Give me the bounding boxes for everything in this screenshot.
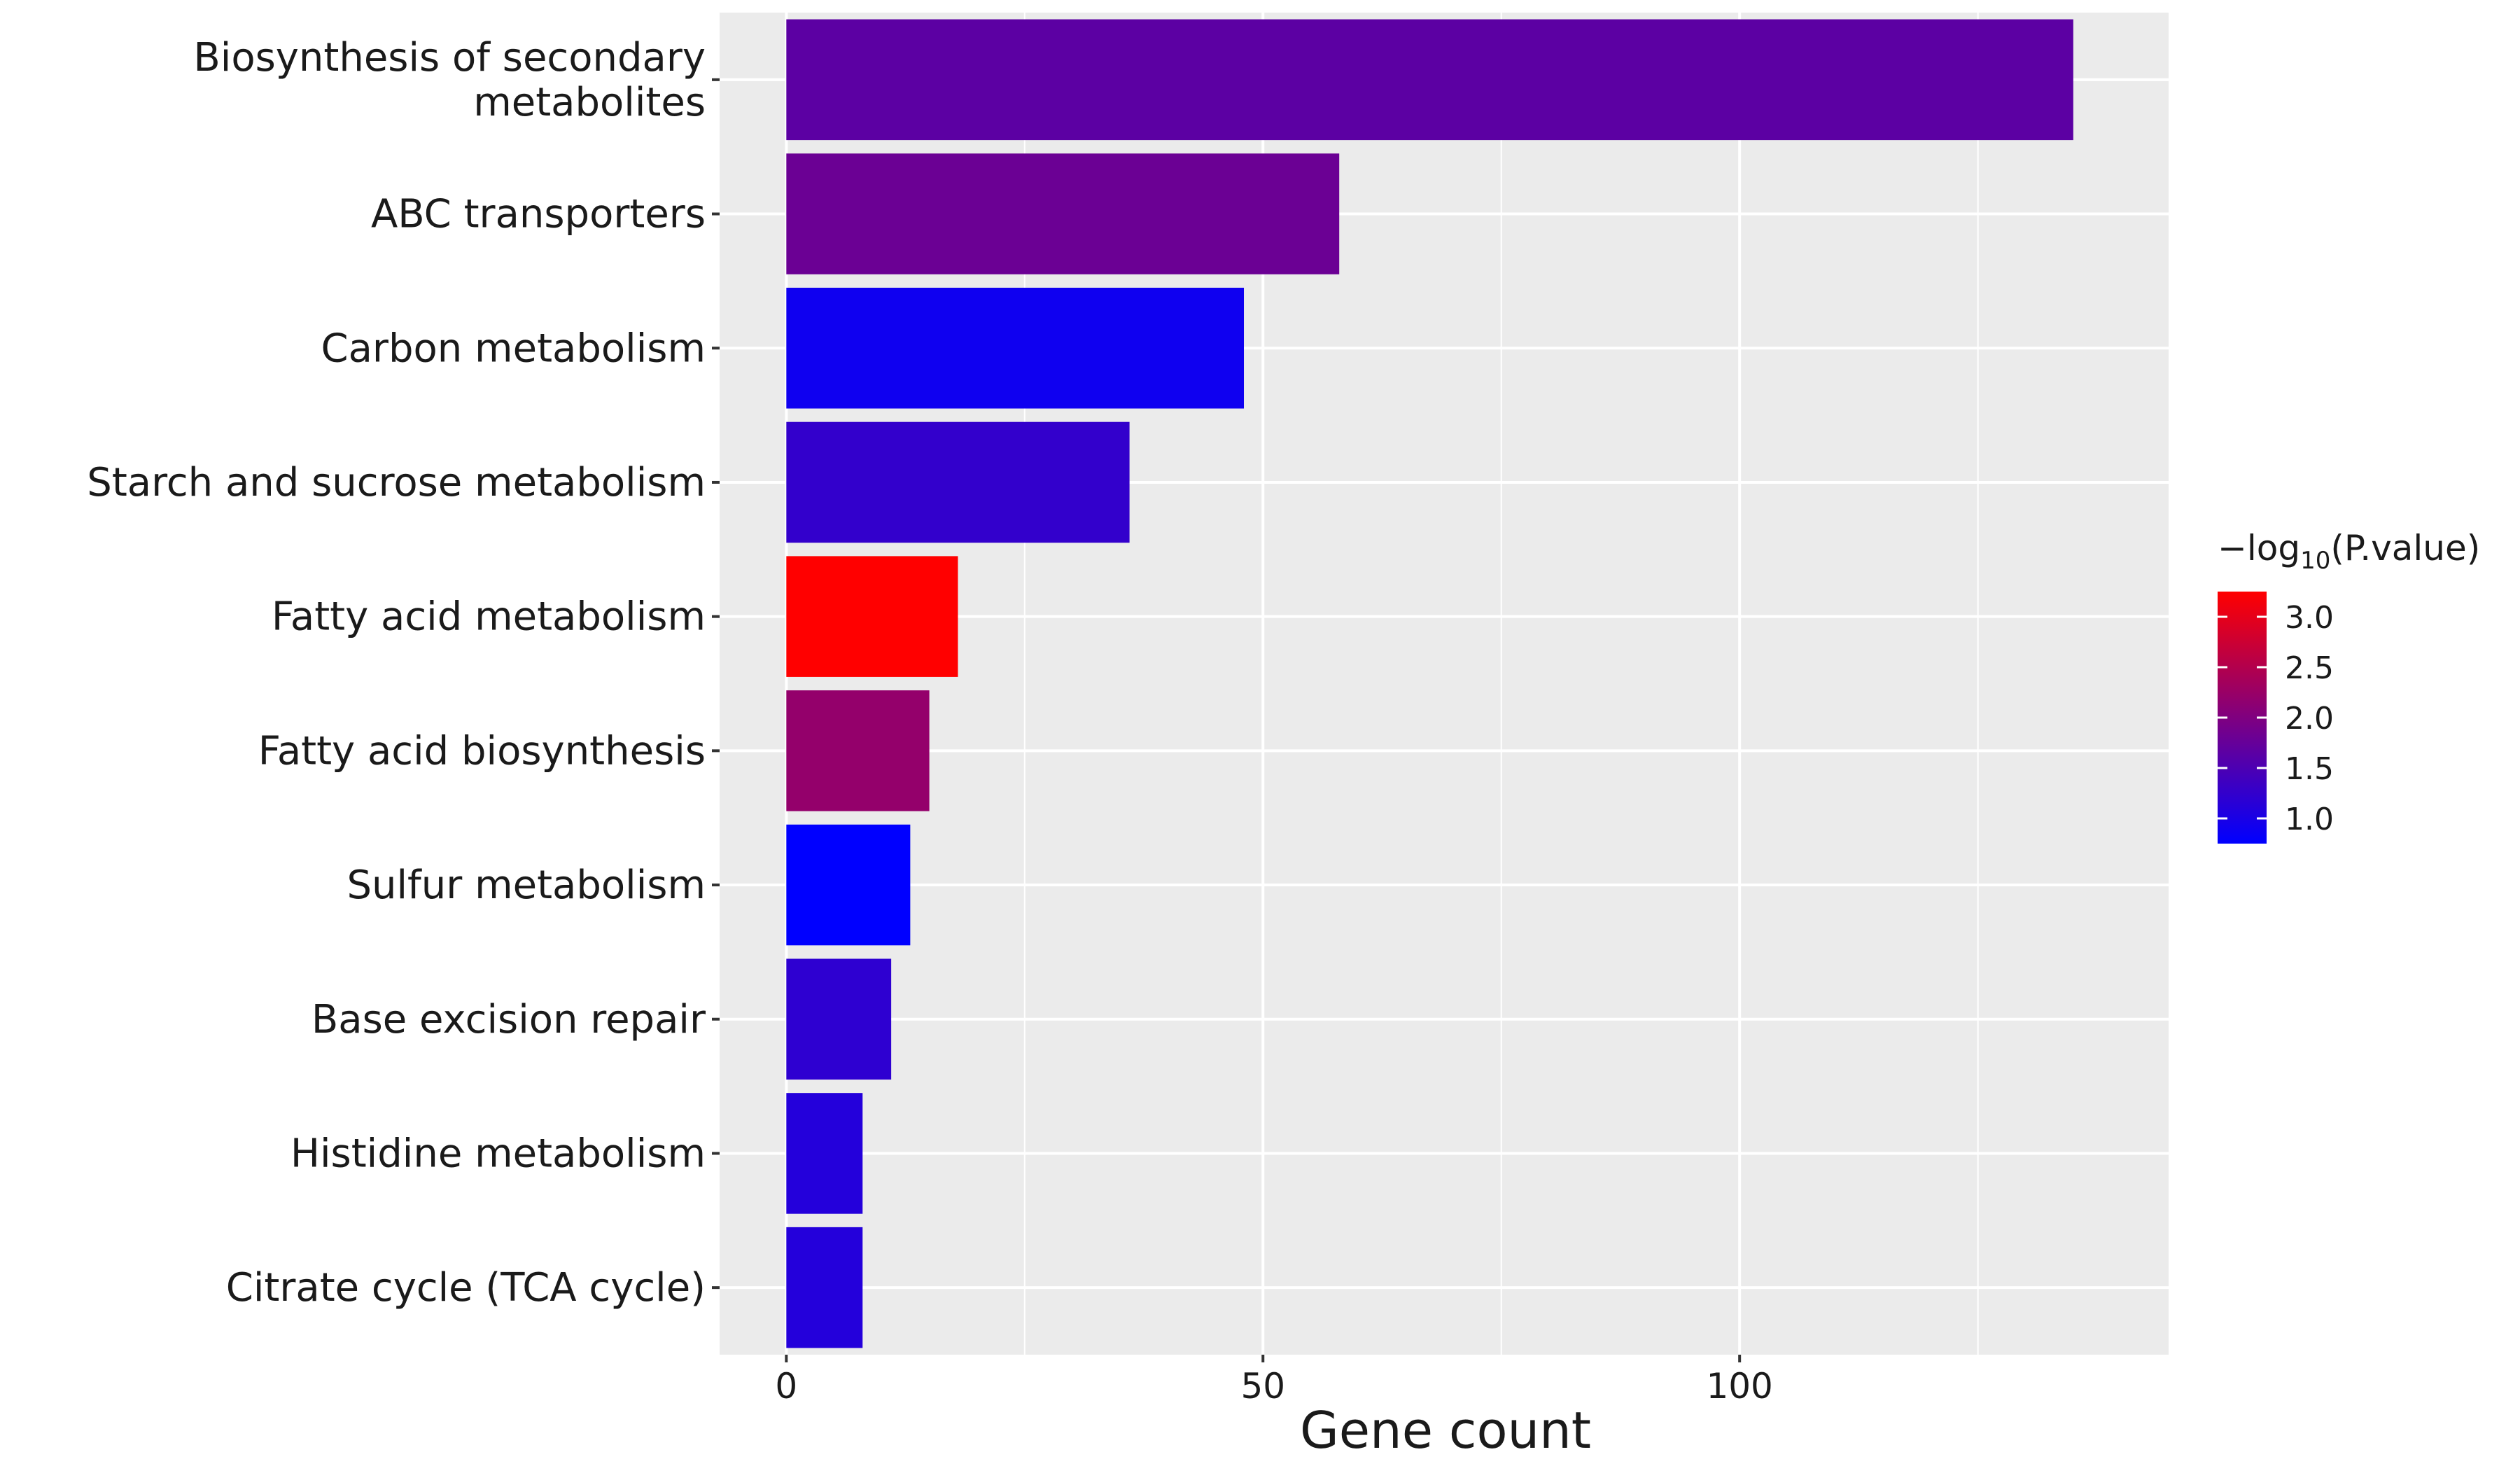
bar: [786, 421, 1130, 543]
bar: [786, 153, 1340, 274]
y-tick-label: Biosynthesis of secondary metabolites: [193, 35, 706, 125]
x-tick-label: 100: [1706, 1366, 1772, 1406]
legend-tick-label: 1.5: [2285, 751, 2334, 787]
y-tick-label: Histidine metabolism: [290, 1131, 706, 1176]
y-tick-label: Fatty acid biosynthesis: [258, 728, 706, 774]
legend-tick-label: 2.0: [2285, 701, 2334, 736]
bar: [786, 556, 958, 677]
color-legend: −log10(P.value) 3.0 2.5 2.0 1.5 1.0: [2218, 528, 2480, 844]
y-tick-label: Citrate cycle (TCA cycle): [226, 1265, 706, 1311]
y-tick-label: Sulfur metabolism: [346, 863, 706, 908]
x-tick-label: 50: [1240, 1366, 1285, 1406]
x-axis-title: Gene count: [1300, 1401, 1591, 1460]
bar: [786, 958, 892, 1080]
legend-tick-label: 2.5: [2285, 650, 2334, 686]
bar: [786, 287, 1245, 409]
x-axis: 0 50 100: [775, 1355, 1773, 1406]
y-tick-label: ABC transporters: [371, 192, 706, 237]
bar: [786, 690, 930, 811]
bar: [786, 824, 911, 946]
y-tick-label: Fatty acid metabolism: [272, 594, 706, 640]
legend-tick-label: 1.0: [2285, 802, 2334, 837]
y-tick-label: Starch and sucrose metabolism: [87, 460, 706, 505]
y-tick-label: Base excision repair: [312, 997, 706, 1042]
bar: [786, 19, 2073, 141]
y-axis: Biosynthesis of secondary metabolites ABC …: [87, 35, 720, 1311]
bars-layer: [786, 19, 2073, 1348]
legend-tick-label: 3.0: [2285, 600, 2334, 636]
y-tick-label: Carbon metabolism: [321, 326, 706, 371]
legend-title: −log10(P.value): [2218, 528, 2480, 575]
bar: [786, 1227, 863, 1348]
x-tick-label: 0: [775, 1366, 797, 1406]
bar: [786, 1093, 863, 1214]
